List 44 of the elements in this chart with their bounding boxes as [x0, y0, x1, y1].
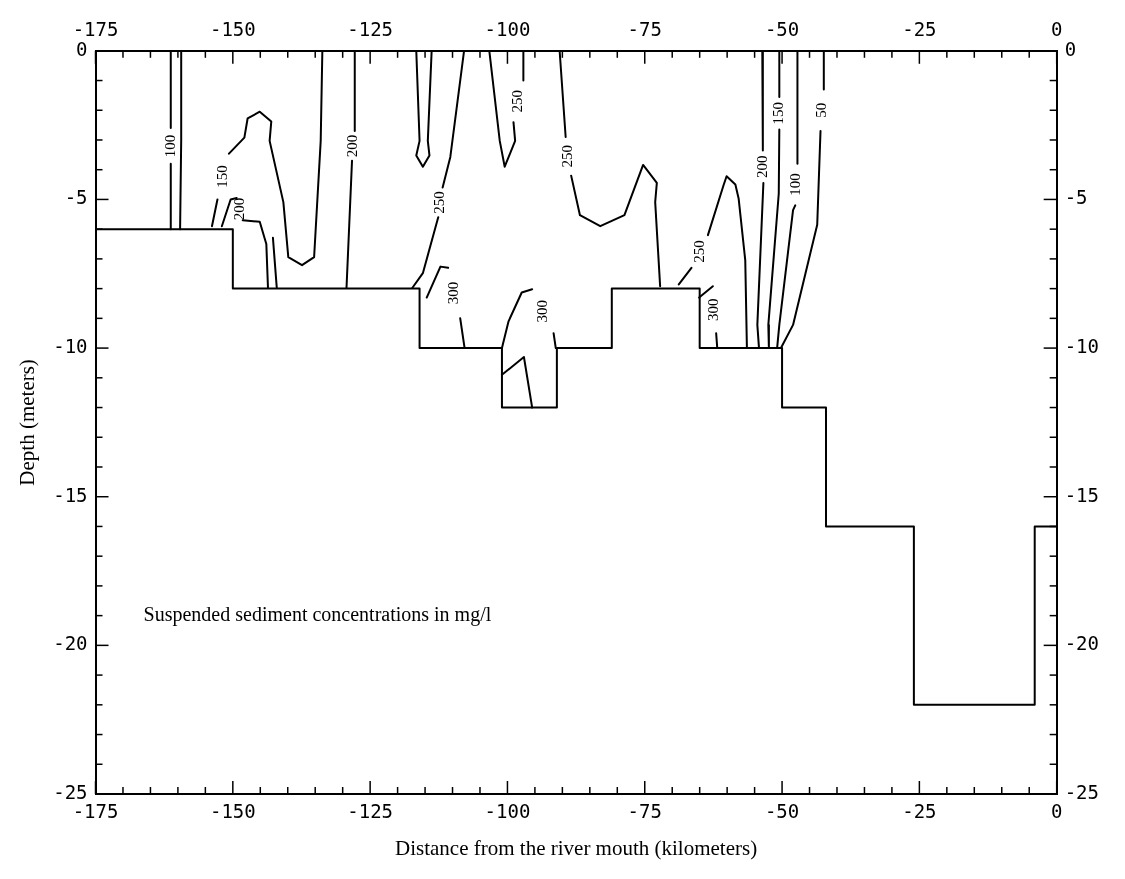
- x2-tick-label: -50: [764, 18, 800, 41]
- y-tick-label: -15: [53, 483, 88, 506]
- y-axis-title: Depth (meters): [15, 359, 40, 486]
- x-tick-label: -175: [72, 800, 119, 823]
- x2-tick-label: -25: [902, 18, 937, 41]
- y-tick-label: -10: [53, 335, 88, 358]
- x-tick-label: 0: [1050, 800, 1063, 823]
- x2-tick-label: -100: [484, 18, 531, 41]
- text: 150: [214, 165, 231, 188]
- y2-tick-label: -20: [1064, 632, 1100, 655]
- text: 50: [813, 102, 830, 118]
- text: 300: [705, 298, 722, 321]
- x-axis-title: Distance from the river mouth (kilometers): [395, 835, 758, 860]
- text: 200: [230, 197, 247, 221]
- text: 200: [344, 134, 361, 158]
- y2-tick-label: -10: [1064, 335, 1100, 358]
- x2-tick-label: -150: [209, 18, 256, 41]
- text: 250: [509, 90, 526, 113]
- y2-tick-label: -5: [1064, 186, 1088, 209]
- y-tick-label: -25: [53, 780, 88, 803]
- annotation: Suspended sediment concentrations in mg/l: [143, 602, 492, 626]
- text: 100: [787, 173, 804, 196]
- text: 100: [161, 134, 178, 158]
- text: 300: [445, 281, 462, 305]
- x2-tick-label: -75: [627, 18, 662, 41]
- text: 250: [690, 240, 707, 263]
- x-tick-label: -50: [764, 800, 800, 823]
- y-tick-label: -5: [64, 186, 88, 209]
- x2-tick-label: -125: [347, 18, 394, 41]
- x-tick-label: -75: [627, 800, 662, 823]
- text: 200: [754, 155, 771, 178]
- x2-tick-label: 0: [1050, 18, 1063, 41]
- x-tick-label: -125: [347, 800, 394, 823]
- x-tick-label: -150: [209, 800, 256, 823]
- text: 300: [533, 299, 550, 323]
- y2-tick-label: -15: [1064, 483, 1100, 506]
- x-tick-label: -25: [902, 800, 937, 823]
- text: 150: [770, 101, 787, 125]
- y2-tick-label: 0: [1064, 37, 1077, 60]
- y-tick-label: -20: [53, 632, 88, 655]
- text: 250: [559, 145, 576, 168]
- y2-tick-label: -25: [1064, 780, 1100, 803]
- text: 250: [431, 191, 448, 214]
- x-tick-label: -100: [484, 800, 531, 823]
